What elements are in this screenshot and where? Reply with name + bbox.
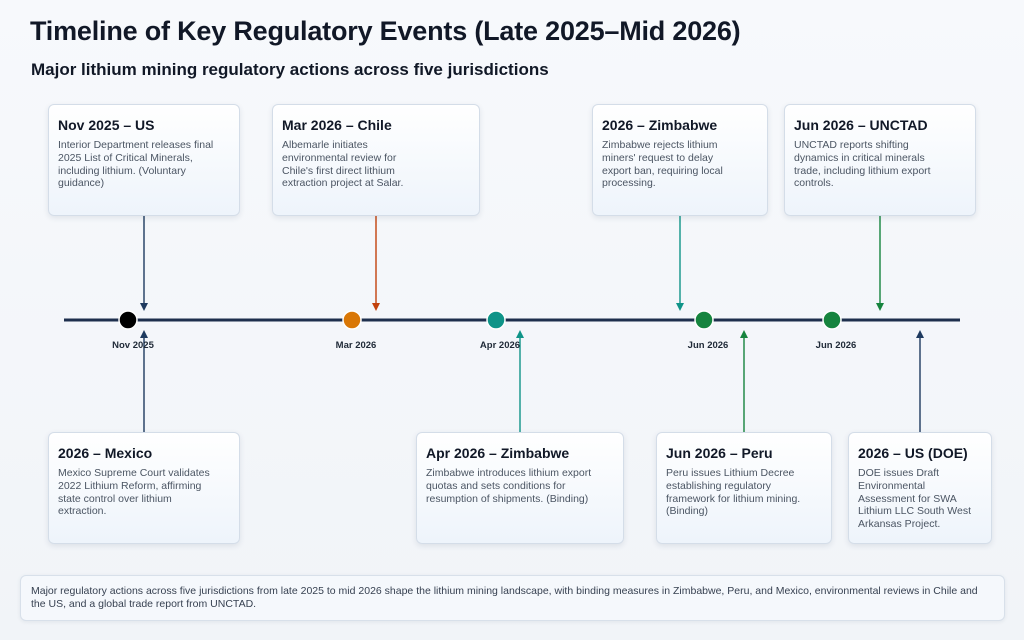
arrowhead-top-2 (372, 303, 380, 311)
event-body: Zimbabwe introduces lithium export quota… (426, 467, 592, 505)
marker-mar-2026 (342, 310, 362, 330)
event-card-zimbabwe-apr-2026: Apr 2026 – Zimbabwe Zimbabwe introduces … (416, 432, 624, 544)
axis-label-1: Nov 2025 (112, 340, 154, 351)
summary-footer: Major regulatory actions across five jur… (20, 575, 1005, 621)
axis-label-4: Jun 2026 (687, 340, 729, 351)
event-heading: 2026 – US (DOE) (858, 445, 968, 461)
event-card-peru-jun-2026: Jun 2026 – Peru Peru issues Lithium Decr… (656, 432, 832, 544)
event-body: Interior Department releases final 2025 … (58, 139, 214, 190)
arrowhead-bottom-1 (140, 330, 148, 338)
event-body: UNCTAD reports shifting dynamics in crit… (794, 139, 931, 190)
event-heading: Nov 2025 – US (58, 117, 155, 133)
event-body: DOE issues Draft Environmental Assessmen… (858, 467, 972, 531)
event-card-mexico-2026: 2026 – Mexico Mexico Supreme Court valid… (48, 432, 240, 544)
arrowhead-top-1 (140, 303, 148, 311)
marker-nov-2025 (118, 310, 138, 330)
page-title: Timeline of Key Regulatory Events (Late … (30, 16, 741, 46)
event-card-zimbabwe-2026: 2026 – Zimbabwe Zimbabwe rejects lithium… (592, 104, 768, 216)
marker-apr-2026 (486, 310, 506, 330)
event-heading: Jun 2026 – Peru (666, 445, 773, 461)
event-heading: Apr 2026 – Zimbabwe (426, 445, 570, 461)
arrowhead-bottom-3 (740, 330, 748, 338)
event-card-us-nov-2025: Nov 2025 – US Interior Department releas… (48, 104, 240, 216)
page-subtitle: Major lithium mining regulatory actions … (31, 60, 549, 79)
arrowhead-top-4 (876, 303, 884, 311)
event-heading: 2026 – Zimbabwe (602, 117, 718, 133)
arrowhead-top-3 (676, 303, 684, 311)
arrowhead-bottom-2 (516, 330, 524, 338)
marker-jun-2026-b (822, 310, 842, 330)
event-body: Zimbabwe rejects lithium miners' request… (602, 139, 723, 190)
event-heading: 2026 – Mexico (58, 445, 153, 461)
event-body: Mexico Supreme Court validates 2022 Lith… (58, 467, 210, 518)
marker-jun-2026-a (694, 310, 714, 330)
event-card-unctad-jun-2026: Jun 2026 – UNCTAD UNCTAD reports shiftin… (784, 104, 976, 216)
event-card-chile-mar-2026: Mar 2026 – Chile Albemarle initiates env… (272, 104, 480, 216)
event-body: Peru issues Lithium Decree establishing … (666, 467, 801, 518)
arrowhead-bottom-4 (916, 330, 924, 338)
event-card-us-doe-2026: 2026 – US (DOE) DOE issues Draft Environ… (848, 432, 992, 544)
event-heading: Mar 2026 – Chile (282, 117, 392, 133)
axis-label-2: Mar 2026 (335, 340, 377, 351)
axis-label-3: Apr 2026 (479, 340, 521, 351)
axis-label-5: Jun 2026 (815, 340, 857, 351)
event-heading: Jun 2026 – UNCTAD (794, 117, 928, 133)
event-body: Albemarle initiates environmental review… (282, 139, 404, 190)
